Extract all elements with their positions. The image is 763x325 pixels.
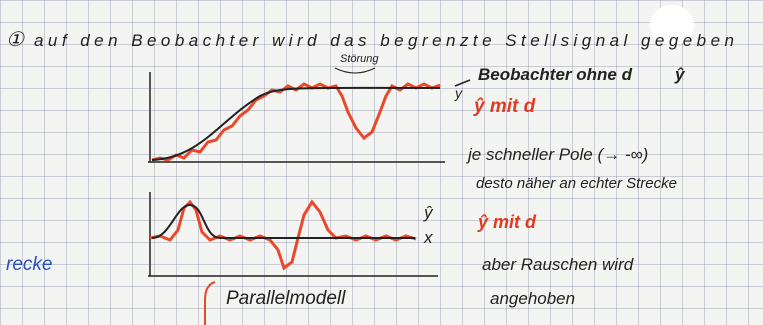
label-observer: Beobachter ohne d [478, 65, 633, 84]
drawing: ① auf den Beobachter wird das begrenzte … [0, 0, 763, 325]
label-observer-hat: ŷ [674, 65, 686, 84]
item-number: ① [6, 29, 25, 51]
label-x: x [423, 228, 433, 247]
caption: Parallelmodell [226, 288, 346, 309]
error-noisy [150, 202, 416, 268]
annotation: Störung [340, 53, 379, 65]
label-y: y [454, 85, 463, 101]
note: je schneller Pole (→ -∞) [466, 145, 648, 164]
bracket [205, 282, 215, 325]
note: aber Rauschen wird [482, 255, 634, 274]
error-observer [152, 205, 415, 238]
note: desto näher an echter Strecke [476, 175, 677, 192]
note: angehoben [490, 289, 575, 308]
signal-noisy [152, 84, 440, 160]
arrow [455, 80, 470, 86]
note: ŷ mit d [477, 212, 537, 232]
label-yhat: ŷ [423, 203, 434, 222]
margin-text: recke [6, 254, 52, 275]
brace [335, 68, 375, 73]
signal-observer [152, 88, 440, 160]
label-with-d: ŷ mit d [473, 96, 536, 117]
header-text: auf den Beobachter wird das begrenzte St… [34, 31, 734, 50]
notes-page: ① auf den Beobachter wird das begrenzte … [0, 0, 763, 325]
